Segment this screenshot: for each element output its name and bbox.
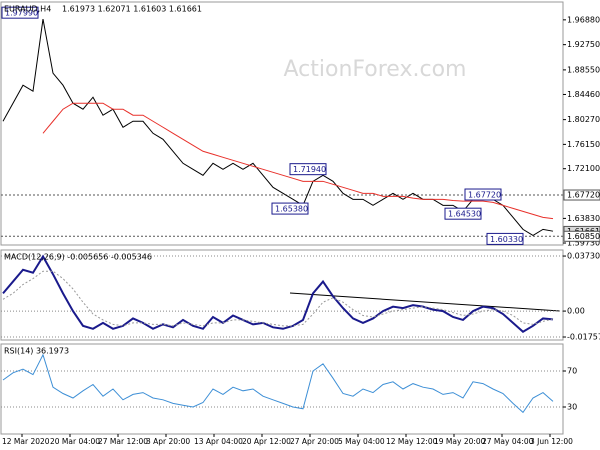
y-tick-label: 1.59730	[567, 239, 600, 248]
annotation-label: 1.60330	[490, 235, 523, 244]
y-tick-label: 0.037301	[567, 252, 600, 261]
annotation-box	[1, 6, 39, 19]
y-tick-label: 1.96880	[567, 15, 600, 24]
x-tick-label: 20 Apr 12:00	[242, 437, 291, 446]
series-line	[2, 270, 554, 327]
annotation-box	[271, 202, 309, 215]
y-tick-label: 0.00	[567, 307, 585, 316]
annotation-box	[464, 188, 502, 201]
series-line	[2, 353, 554, 414]
x-tick-label: 27 Mar 12:00	[98, 437, 148, 446]
x-tick-label: 3 Jun 12:00	[530, 437, 573, 446]
y-tick-label: 1.80270	[567, 115, 600, 124]
series-line	[2, 254, 554, 333]
panel-frame	[0, 343, 564, 435]
series-line	[42, 102, 554, 220]
x-tick-label: 13 Apr 04:00	[194, 437, 243, 446]
y-tick-label: 1.63830	[567, 214, 600, 223]
y-tick-label: -0.017577	[567, 333, 600, 342]
watermark: ActionForex.com	[284, 57, 467, 82]
x-tick-label: 27 May 04:00	[482, 437, 534, 446]
annotation-box	[289, 163, 327, 176]
y-tick-label: 1.92750	[567, 40, 600, 49]
y-tick-label: 1.84460	[567, 90, 600, 99]
y-tick-label: 1.72100	[567, 164, 600, 173]
chart-subtitle: 1.61973 1.62071 1.61603 1.61661	[62, 5, 202, 14]
x-tick-label: 20 Mar 04:00	[50, 437, 100, 446]
y-tick-label: 30	[567, 403, 577, 412]
x-tick-label: 27 Apr 20:00	[290, 437, 339, 446]
macd-trendline	[289, 292, 561, 312]
annotation-label: 1.97990	[5, 9, 38, 18]
annotation-label: 1.67720	[468, 191, 501, 200]
x-tick-label: 19 May 20:00	[434, 437, 486, 446]
panel-title: RSI(14) 36.1973	[4, 347, 69, 356]
annotation-box	[486, 232, 524, 245]
price-marker-label: 1.60850	[567, 232, 600, 241]
y-tick-label: 1.88550	[567, 65, 600, 74]
y-tick-label: 1.76150	[567, 140, 600, 149]
panel-frame	[0, 249, 564, 341]
price-marker-box	[563, 230, 600, 242]
price-marker-box	[563, 189, 600, 201]
chart-title: EURAUD,H4	[4, 5, 51, 14]
panel-frame	[0, 1, 564, 246]
annotation-label: 1.65380	[275, 205, 308, 214]
annotation-box	[444, 207, 482, 220]
annotation-label: 1.71940	[293, 165, 326, 174]
x-tick-label: 12 Mar 2020	[2, 437, 50, 446]
x-tick-label: 5 May 04:00	[338, 437, 385, 446]
x-tick-label: 3 Apr 20:00	[146, 437, 190, 446]
x-tick-label: 12 May 12:00	[386, 437, 438, 446]
panel-title: MACD(12,26,9) -0.005656 -0.005346	[4, 253, 152, 262]
y-tick-label: 70	[567, 367, 577, 376]
annotation-label: 1.64530	[448, 210, 481, 219]
price-marker-label: 1.67720	[567, 191, 600, 200]
